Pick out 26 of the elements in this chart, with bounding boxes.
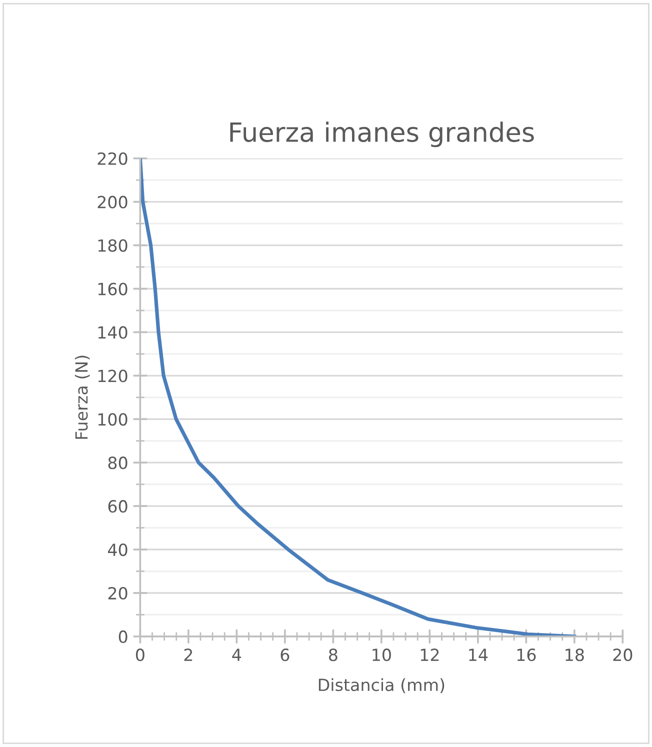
x-tick-label: 4	[232, 648, 242, 661]
y-tick-label: 200	[98, 196, 128, 208]
x-tick-label: 16	[517, 648, 536, 662]
y-tick-label: 120	[98, 370, 128, 382]
y-tick-label: 60	[108, 500, 128, 513]
x-tick-label: 18	[566, 648, 584, 662]
chart-title: Fuerza imanes grandes	[230, 122, 534, 148]
y-tick-label: 160	[98, 282, 128, 296]
x-tick-label: 12	[420, 648, 439, 661]
x-tick-label: 8	[329, 648, 338, 662]
y-tick-label: 140	[98, 326, 128, 339]
y-tick-label: 100	[98, 413, 128, 426]
x-axis-title: Distancia (mm)	[318, 678, 444, 694]
y-tick-label: 80	[108, 456, 128, 470]
x-tick-label: 20	[613, 648, 632, 662]
x-tick-label: 0	[136, 648, 144, 662]
y-tick-label: 0	[118, 630, 128, 644]
y-tick-label: 220	[98, 152, 128, 165]
x-tick-label: 2	[184, 648, 192, 661]
x-tick-label: 6	[280, 648, 290, 662]
y-tick-label: 40	[108, 543, 128, 556]
y-axis-title: Fuerza (N)	[74, 356, 90, 439]
x-tick-label: 14	[469, 648, 488, 661]
x-tick-label: 10	[372, 648, 391, 662]
y-tick-label: 20	[108, 586, 128, 600]
y-tick-label: 180	[98, 239, 128, 252]
